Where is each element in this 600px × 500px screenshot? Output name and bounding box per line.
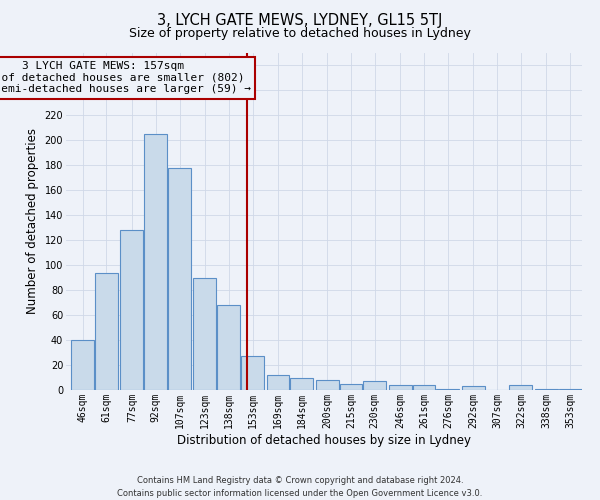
Text: 3, LYCH GATE MEWS, LYDNEY, GL15 5TJ: 3, LYCH GATE MEWS, LYDNEY, GL15 5TJ [157, 12, 443, 28]
X-axis label: Distribution of detached houses by size in Lydney: Distribution of detached houses by size … [177, 434, 471, 446]
Text: Size of property relative to detached houses in Lydney: Size of property relative to detached ho… [129, 28, 471, 40]
Bar [462, 386, 485, 390]
Text: 3 LYCH GATE MEWS: 157sqm
← 93% of detached houses are smaller (802)
7% of semi-d: 3 LYCH GATE MEWS: 157sqm ← 93% of detach… [0, 61, 251, 94]
Bar [217, 305, 240, 390]
Bar [144, 134, 167, 390]
Bar [290, 378, 313, 390]
Bar [266, 375, 289, 390]
Bar [509, 385, 532, 390]
Bar [413, 385, 436, 390]
Bar [121, 230, 143, 390]
Y-axis label: Number of detached properties: Number of detached properties [26, 128, 39, 314]
Bar [241, 356, 264, 390]
Bar [168, 168, 191, 390]
Bar [389, 385, 412, 390]
Bar [193, 278, 217, 390]
Bar [535, 389, 558, 390]
Bar [559, 389, 581, 390]
Bar [316, 380, 338, 390]
Text: Contains HM Land Registry data © Crown copyright and database right 2024.
Contai: Contains HM Land Registry data © Crown c… [118, 476, 482, 498]
Bar [71, 340, 94, 390]
Bar [364, 381, 386, 390]
Bar [340, 384, 362, 390]
Bar [436, 389, 459, 390]
Bar [95, 272, 118, 390]
